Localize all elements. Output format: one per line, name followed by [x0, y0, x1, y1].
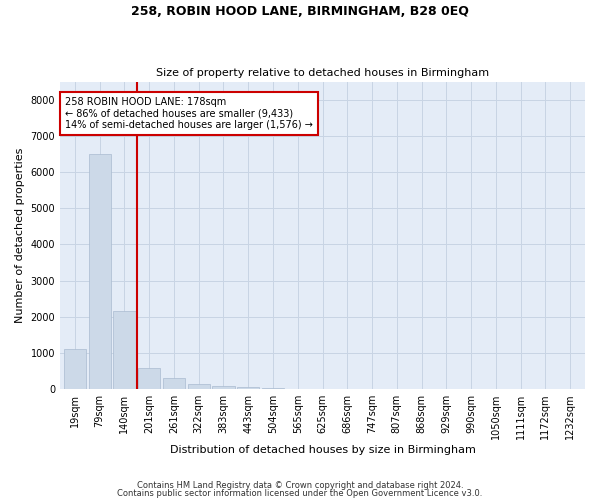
Title: Size of property relative to detached houses in Birmingham: Size of property relative to detached ho… [156, 68, 489, 78]
Bar [188, 384, 210, 389]
Bar [138, 368, 160, 389]
Text: 258, ROBIN HOOD LANE, BIRMINGHAM, B28 0EQ: 258, ROBIN HOOD LANE, BIRMINGHAM, B28 0E… [131, 5, 469, 18]
Bar [64, 350, 86, 389]
Bar [212, 386, 235, 389]
Bar [89, 154, 111, 389]
Text: 258 ROBIN HOOD LANE: 178sqm
← 86% of detached houses are smaller (9,433)
14% of : 258 ROBIN HOOD LANE: 178sqm ← 86% of det… [65, 97, 313, 130]
Text: Contains public sector information licensed under the Open Government Licence v3: Contains public sector information licen… [118, 488, 482, 498]
Text: Contains HM Land Registry data © Crown copyright and database right 2024.: Contains HM Land Registry data © Crown c… [137, 481, 463, 490]
Bar [237, 387, 259, 389]
Bar [113, 312, 136, 389]
X-axis label: Distribution of detached houses by size in Birmingham: Distribution of detached houses by size … [170, 445, 475, 455]
Bar [163, 378, 185, 389]
Y-axis label: Number of detached properties: Number of detached properties [15, 148, 25, 323]
Bar [262, 388, 284, 389]
